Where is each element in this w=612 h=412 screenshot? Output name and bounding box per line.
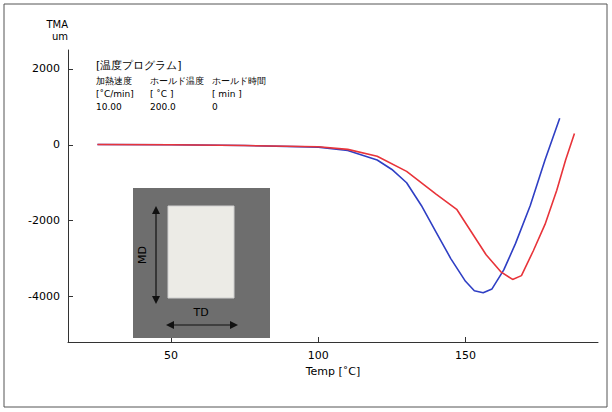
svg-text:[ ˚C ]: [ ˚C ]: [150, 89, 174, 99]
svg-text:10.00: 10.00: [96, 102, 122, 112]
svg-text:TMA: TMA: [45, 19, 68, 30]
svg-text:ホールド時間: ホールド時間: [212, 76, 266, 86]
svg-text:100: 100: [308, 349, 329, 362]
svg-text:[温度プログラム]: [温度プログラム]: [96, 59, 182, 72]
svg-text:Temp [˚C]: Temp [˚C]: [305, 365, 361, 378]
svg-text:加熱速度: 加熱速度: [96, 76, 132, 86]
svg-text:150: 150: [455, 349, 476, 362]
svg-text:0: 0: [212, 102, 218, 112]
svg-text:-2000: -2000: [28, 214, 60, 227]
svg-text:[˚C/min]: [˚C/min]: [96, 89, 134, 99]
svg-text:[ min ]: [ min ]: [212, 89, 242, 99]
svg-text:MD: MD: [136, 246, 149, 264]
svg-text:0: 0: [53, 138, 60, 151]
svg-text:um: um: [52, 31, 68, 42]
svg-text:ホールド温度: ホールド温度: [150, 76, 204, 86]
svg-text:-4000: -4000: [28, 290, 60, 303]
svg-text:TD: TD: [192, 306, 208, 319]
svg-text:2000: 2000: [32, 62, 60, 75]
svg-text:200.0: 200.0: [150, 102, 176, 112]
svg-text:50: 50: [164, 349, 178, 362]
